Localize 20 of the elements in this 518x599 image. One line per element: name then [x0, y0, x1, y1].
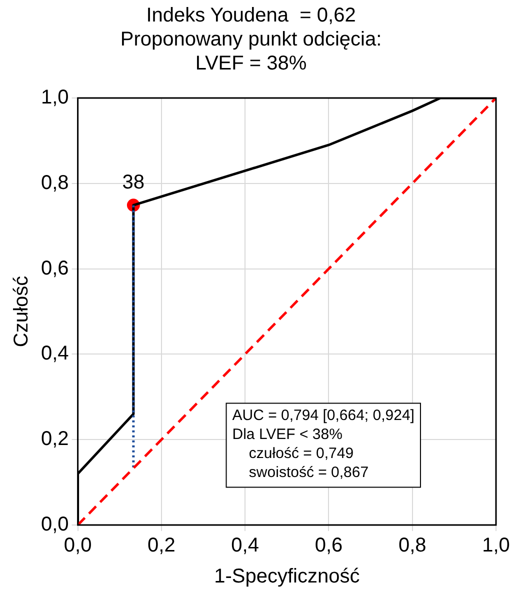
annotation: 38	[122, 172, 145, 194]
y-tick-label: 1,0	[40, 86, 69, 109]
x-axis-title: 1-Specyficzność	[214, 566, 360, 588]
annotation: AUC = 0,794 [0,664; 0,924]	[232, 406, 414, 424]
x-tick-label: 0,8	[398, 534, 426, 557]
x-tick-label: 0,0	[64, 534, 92, 557]
annotation: czułość = 0,749	[232, 444, 354, 462]
y-tick-label: 0,8	[40, 172, 69, 194]
x-tick-label: 0,4	[231, 534, 259, 557]
x-tick-label: 1,0	[482, 534, 510, 557]
y-tick-label: 0,2	[40, 428, 69, 450]
y-tick-label: 0,4	[40, 342, 69, 365]
chart-title: Indeks Youdena = 0,62 Proponowany punkt odcięcia: LVEF = 38%	[120, 4, 382, 75]
y-tick-label: 0,6	[40, 257, 69, 280]
annotation: swoistość = 0,867	[232, 464, 369, 481]
x-tick-label: 0,2	[148, 534, 176, 557]
x-tick-label: 0,6	[314, 534, 343, 557]
annotation: Dla LVEF < 38%	[232, 426, 342, 443]
y-axis-title: Czułość	[10, 276, 33, 348]
y-tick-label: 0,0	[40, 514, 69, 536]
